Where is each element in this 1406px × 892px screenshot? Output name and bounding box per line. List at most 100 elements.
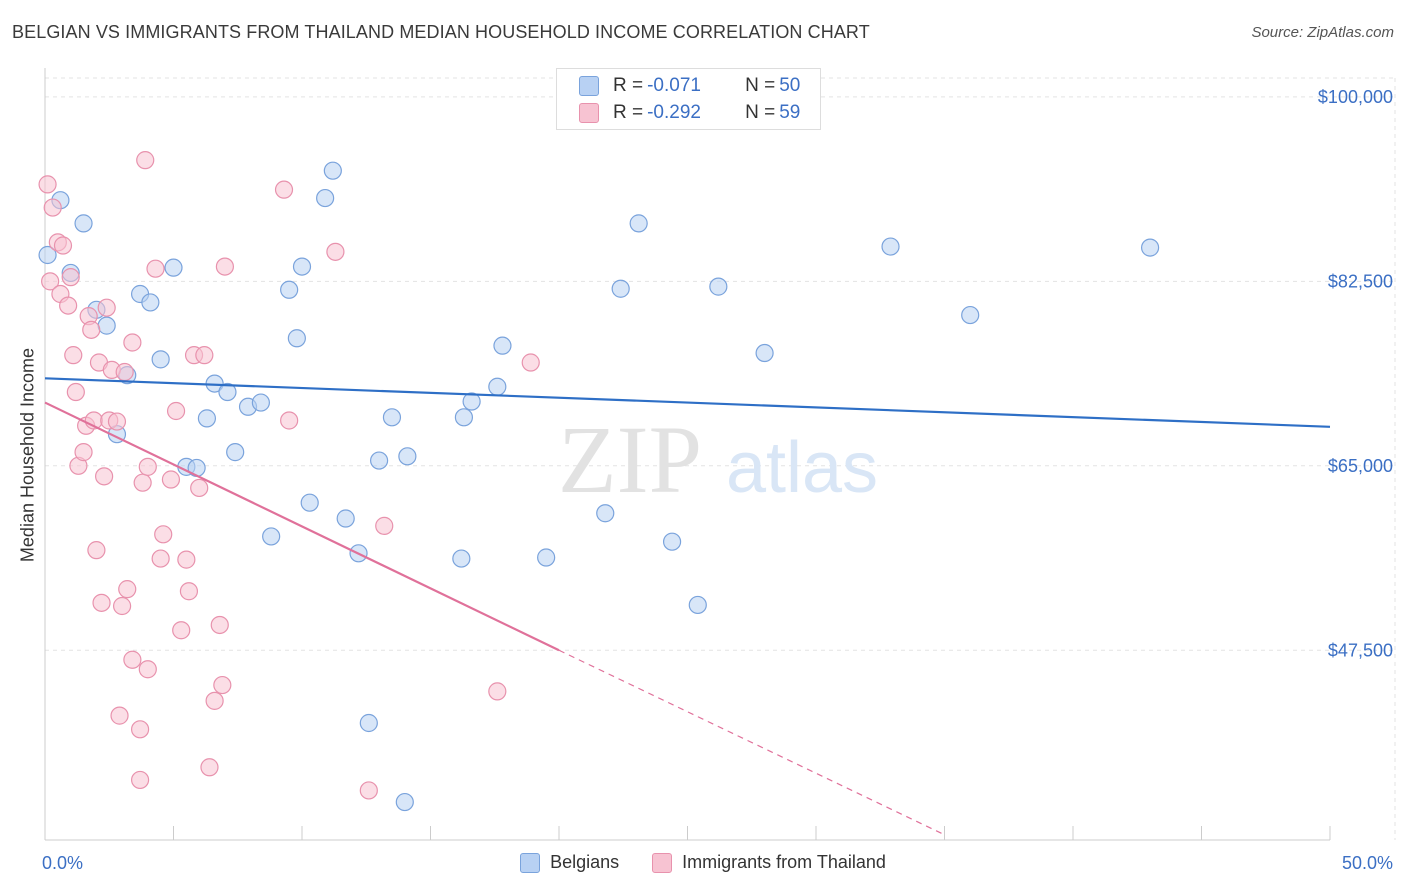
legend-n-value: 59 <box>779 102 801 123</box>
thai-point <box>146 259 165 278</box>
belgian-point <box>141 293 160 312</box>
correlation-legend: R = -0.071 N = 50 R = -0.292 N = 59 <box>556 68 821 130</box>
thai-point <box>97 298 116 317</box>
belgian-point <box>38 245 57 265</box>
thai-point <box>205 691 224 710</box>
thai-trend-extension <box>558 649 945 836</box>
legend-r-value: -0.071 <box>647 75 701 96</box>
belgian-point <box>370 451 389 470</box>
thai-point <box>215 257 234 276</box>
legend-label-belgians: Belgians <box>550 852 620 872</box>
y-axis-label: Median Household Income <box>17 347 38 563</box>
legend-n-value: 50 <box>779 75 801 96</box>
y-tick-label: $65,000 <box>1328 456 1393 476</box>
thai-trend-line <box>44 401 560 652</box>
belgian-point <box>452 549 471 568</box>
thai-point <box>38 175 57 194</box>
watermark: ZIP atlas <box>558 406 878 513</box>
watermark-atlas: atlas <box>726 428 878 508</box>
thai-point <box>64 346 83 365</box>
thai-point <box>87 541 106 560</box>
thai-point <box>92 593 111 612</box>
belgian-point <box>596 504 615 523</box>
belgian-point <box>74 214 93 233</box>
thai-point <box>95 467 114 486</box>
belgian-point <box>197 409 217 428</box>
thai-point <box>130 770 150 790</box>
thai-point <box>130 720 150 739</box>
belgian-point <box>316 188 335 208</box>
series-thai <box>38 151 540 800</box>
thai-point <box>136 151 155 170</box>
belgian-point <box>537 548 556 567</box>
belgian-point <box>709 277 728 296</box>
thai-point <box>179 582 199 601</box>
belgian-point <box>629 214 648 233</box>
belgian-point <box>611 279 630 298</box>
legend-n-label: N = <box>745 75 776 96</box>
x-tick-label: 50.0% <box>1342 853 1393 873</box>
thai-point <box>59 296 78 315</box>
belgian-point <box>961 305 980 325</box>
legend-r-label: R = <box>613 102 644 123</box>
belgian-point <box>336 509 355 528</box>
thai-point <box>521 353 540 372</box>
belgian-point <box>251 393 270 412</box>
x-tick-label: 0.0% <box>42 853 83 873</box>
legend-swatch-thai <box>652 852 673 873</box>
thai-point <box>118 580 137 599</box>
belgian-point <box>151 350 170 369</box>
thai-point <box>151 549 170 568</box>
thai-point <box>82 320 101 339</box>
thai-point <box>133 473 152 492</box>
legend-n-label: N = <box>745 102 776 123</box>
belgian-point <box>262 527 281 546</box>
belgian-point <box>755 343 774 363</box>
series-legend: Belgians Immigrants from Thailand <box>0 852 1406 878</box>
legend-item-belgians: Belgians <box>520 852 619 873</box>
thai-point <box>280 411 299 430</box>
thai-point <box>488 682 507 701</box>
y-tick-label: $100,000 <box>1318 87 1393 107</box>
thai-point <box>123 650 142 669</box>
belgian-point <box>462 392 481 411</box>
source-credit: Source: ZipAtlas.com <box>1251 24 1394 41</box>
axes <box>44 68 1331 841</box>
thai-point <box>115 362 134 382</box>
thai-point <box>61 268 80 287</box>
legend-r-value: -0.292 <box>647 102 701 123</box>
thai-point <box>213 675 232 695</box>
belgian-point <box>881 237 900 256</box>
thai-point <box>41 272 60 291</box>
thai-point <box>154 525 173 544</box>
thai-point <box>326 242 345 261</box>
thai-point <box>110 706 129 725</box>
belgian-point <box>662 532 682 551</box>
y-tick-label: $47,500 <box>1328 640 1393 660</box>
thai-point <box>166 401 186 421</box>
thai-point <box>74 443 93 462</box>
thai-point <box>195 346 214 365</box>
thai-point <box>172 621 191 640</box>
legend-label-thai: Immigrants from Thailand <box>682 852 886 872</box>
belgian-point <box>226 443 245 462</box>
belgian-point <box>454 408 474 427</box>
thai-point <box>138 660 157 679</box>
thai-point <box>200 758 219 777</box>
legend-swatch-belgians <box>579 76 599 96</box>
belgian-point <box>688 595 707 615</box>
belgian-point <box>323 161 342 180</box>
watermark-zip: ZIP <box>558 406 702 513</box>
legend-row-thai: R = -0.292 N = 59 <box>579 101 800 125</box>
legend-swatch-thai <box>579 103 599 123</box>
belgian-point <box>493 336 512 355</box>
belgians-trend-line <box>44 377 1331 428</box>
belgian-point <box>164 258 183 277</box>
chart-title: BELGIAN VS IMMIGRANTS FROM THAILAND MEDI… <box>12 22 870 42</box>
thai-point <box>161 470 181 489</box>
legend-r-label: R = <box>613 75 644 96</box>
thai-point <box>210 615 229 635</box>
belgian-point <box>280 280 299 299</box>
thai-point <box>66 382 85 402</box>
